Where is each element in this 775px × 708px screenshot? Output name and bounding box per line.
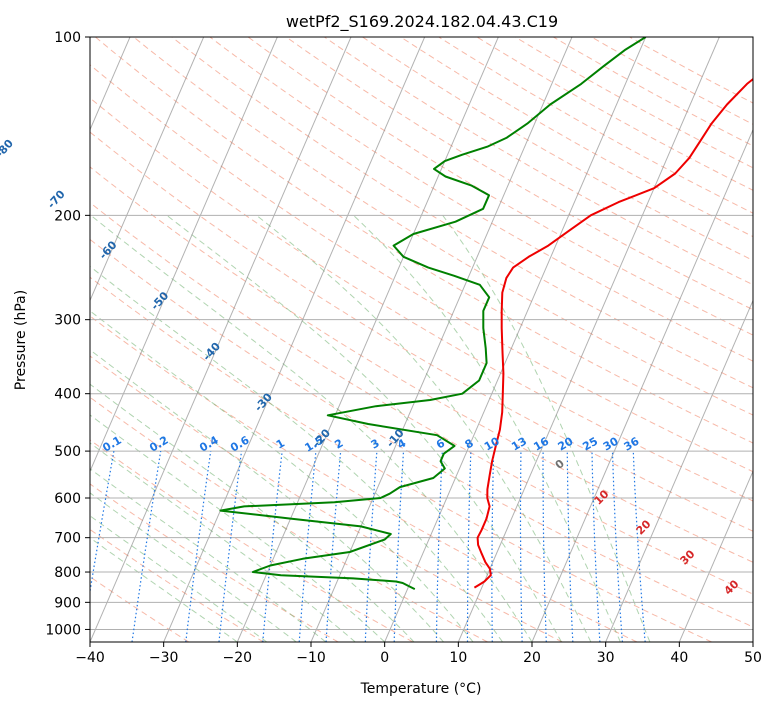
moist-adiabat-line	[90, 442, 356, 642]
mixing-ratio-line	[298, 451, 317, 642]
x-tick-label: −20	[223, 650, 253, 666]
y-tick-label: 900	[54, 595, 81, 611]
chart-title: wetPf2_S169.2024.182.04.43.C19	[286, 12, 558, 32]
moist-adiabat-line	[90, 515, 268, 642]
x-tick-label: 30	[597, 650, 615, 666]
isotherm-line	[236, 37, 499, 642]
dry-adiabat-line	[90, 202, 753, 595]
temperature-profile-line	[473, 77, 753, 589]
moist-adiabat-line	[90, 214, 533, 642]
mixing-ratio-line	[262, 451, 283, 642]
dry-adiabat-line	[90, 483, 339, 642]
mixing-ratio-line	[185, 451, 212, 642]
y-axis-label: Pressure (hPa)	[13, 290, 29, 390]
moist-adiabat-line	[90, 492, 297, 642]
y-tick-label: 700	[54, 531, 81, 547]
dry-adiabat-line	[90, 131, 753, 532]
moist-adiabat-line	[90, 468, 327, 642]
y-tick-label: 500	[54, 444, 81, 460]
x-tick-label: 10	[449, 650, 467, 666]
y-tick-label: 400	[54, 387, 81, 403]
isotherm-line	[310, 37, 573, 642]
moist-adiabat-line	[353, 214, 621, 642]
isotherm-line	[678, 469, 753, 642]
dry-adiabat-line	[133, 37, 753, 416]
dry-adiabat-line	[90, 528, 264, 642]
profile-series	[219, 37, 753, 590]
x-axis-label: Temperature (°C)	[360, 681, 482, 697]
dry-adiabat-line	[90, 276, 712, 642]
isotherm-line	[90, 37, 352, 642]
moist-adiabat-line	[256, 214, 592, 642]
x-tick-label: 40	[670, 650, 688, 666]
plot-frame	[89, 36, 754, 643]
dewpoint-profile-line	[219, 37, 647, 590]
dry-adiabat-line	[90, 315, 638, 642]
x-tick-label: 50	[744, 650, 762, 666]
isotherm-line	[457, 37, 720, 642]
y-tick-label: 800	[54, 565, 81, 581]
mixing-ratio-line	[218, 451, 243, 642]
x-tick-label: −30	[149, 650, 179, 666]
x-tick-label: −40	[75, 650, 105, 666]
y-tick-label: 200	[54, 208, 81, 224]
dry-adiabat-line	[171, 37, 753, 389]
moist-adiabat-line	[442, 215, 651, 642]
y-tick-label: 1000	[45, 622, 81, 638]
isotherm-line	[605, 299, 753, 642]
isotherm-line	[531, 128, 753, 642]
isotherm-line	[90, 37, 205, 302]
isotherm-line	[384, 37, 647, 642]
dry-adiabat-line	[324, 37, 753, 286]
isotherm-line	[90, 37, 278, 473]
dry-adiabat-line	[90, 97, 753, 502]
x-tick-label: −10	[296, 650, 326, 666]
moist-adiabat-line	[90, 537, 238, 642]
background-lines	[90, 37, 753, 642]
x-tick-label: 0	[380, 650, 389, 666]
moist-adiabat-line	[90, 383, 415, 642]
moist-adiabat-line	[166, 214, 562, 642]
moist-adiabat-line	[90, 265, 503, 642]
dry-adiabat-line	[285, 37, 753, 311]
y-tick-label: 600	[54, 491, 81, 507]
dry-adiabat-line	[90, 238, 753, 628]
axes: −40 −30 −20 −10 0 10 20 30 40 50 100 200 300 400 500 60…	[45, 30, 762, 666]
dry-adiabat-line	[90, 355, 563, 642]
moist-adiabat-line	[90, 349, 444, 642]
mixing-ratio-line	[131, 451, 162, 642]
isotherm-line	[163, 37, 426, 642]
moist-adiabat-line	[90, 414, 386, 642]
moist-adiabat-line	[90, 310, 474, 642]
y-tick-label: 300	[54, 313, 81, 329]
x-tick-label: 20	[523, 650, 541, 666]
y-tick-label: 100	[54, 30, 81, 46]
